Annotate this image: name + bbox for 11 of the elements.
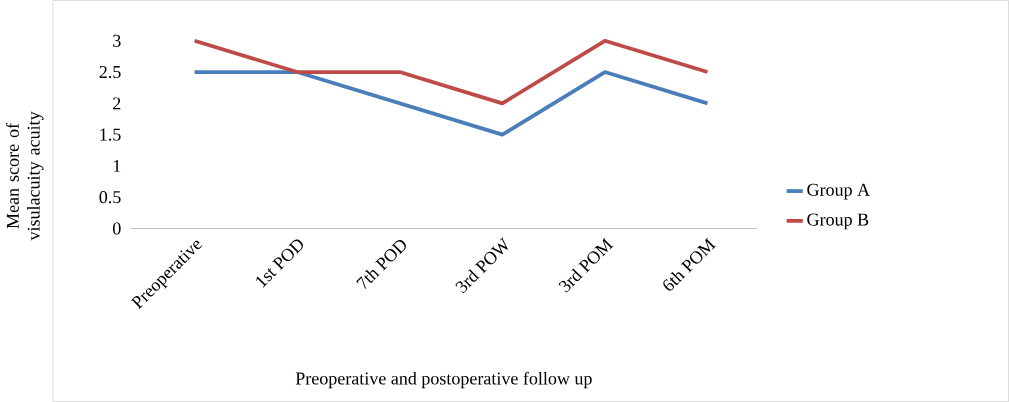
y-tick-label: 2.5 <box>99 65 121 79</box>
legend-label: Group B <box>807 213 869 230</box>
legend-label: Group A <box>807 183 870 200</box>
y-tick-label: 2 <box>113 97 121 110</box>
y-tick-label: 0 <box>112 222 121 235</box>
x-axis-title: Preoperative and postoperative follow up <box>295 371 592 389</box>
y-tick-label: 1 <box>113 159 121 172</box>
y-tick-label: 0.5 <box>99 191 121 204</box>
y-tick-label: 3 <box>113 34 121 47</box>
y-tick-label: 1.5 <box>100 128 121 141</box>
y-axis-title: Mean score of visulacuity acuity <box>6 111 44 241</box>
